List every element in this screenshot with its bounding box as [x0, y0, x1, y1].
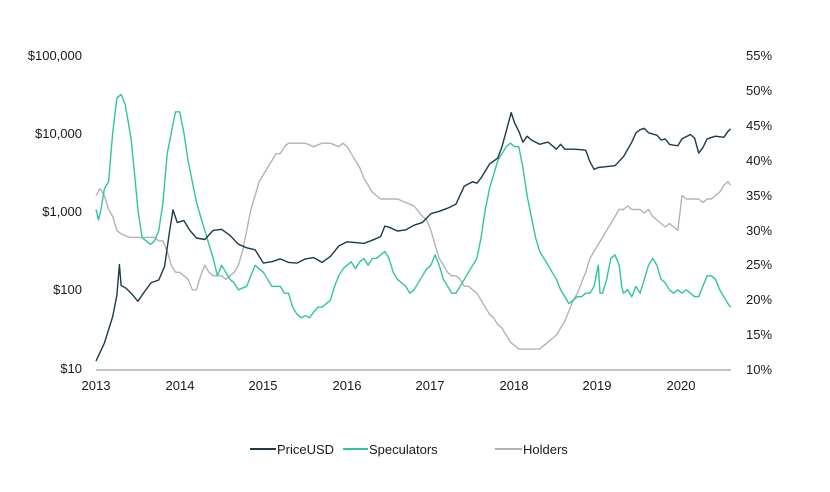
- series-line-holders: [95, 142, 732, 350]
- x-tick: 2014: [166, 378, 195, 393]
- legend-label-priceusd: PriceUSD: [277, 442, 334, 457]
- x-tick: 2018: [500, 378, 529, 393]
- legend-item-speculators: Speculators: [343, 442, 438, 457]
- y-right-tick: 20%: [746, 292, 772, 307]
- y-right-tick: 35%: [746, 188, 772, 203]
- legend-item-priceusd: PriceUSD: [250, 442, 334, 457]
- y-right-tick: 50%: [746, 83, 772, 98]
- y-right-tick: 25%: [746, 257, 772, 272]
- y-left-tick: $10: [60, 361, 82, 376]
- left-axis-ticks: $100,000 $10,000 $1,000 $100 $10: [28, 48, 82, 376]
- x-tick: 2013: [82, 378, 111, 393]
- y-right-tick: 55%: [746, 48, 772, 63]
- y-right-tick: 10%: [746, 362, 772, 377]
- legend: PriceUSD Speculators Holders: [250, 442, 568, 457]
- series-line-speculators: [95, 93, 732, 319]
- right-axis-ticks: 55% 50% 45% 40% 35% 30% 25% 20% 15% 10%: [746, 48, 772, 377]
- y-left-tick: $100: [53, 282, 82, 297]
- x-tick: 2015: [249, 378, 278, 393]
- legend-label-speculators: Speculators: [369, 442, 438, 457]
- x-tick: 2017: [416, 378, 445, 393]
- y-left-tick: $10,000: [35, 126, 82, 141]
- x-tick: 2019: [583, 378, 612, 393]
- x-tick: 2020: [667, 378, 696, 393]
- y-right-tick: 30%: [746, 223, 772, 238]
- legend-label-holders: Holders: [523, 442, 568, 457]
- x-tick: 2016: [333, 378, 362, 393]
- y-right-tick: 40%: [746, 153, 772, 168]
- y-right-tick: 15%: [746, 327, 772, 342]
- legend-item-holders: Holders: [495, 442, 568, 457]
- x-axis-ticks: 2013 2014 2015 2016 2017 2018 2019 2020: [82, 378, 696, 393]
- series-line-priceusd: [95, 111, 732, 362]
- y-left-tick: $100,000: [28, 48, 82, 63]
- y-right-tick: 45%: [746, 118, 772, 133]
- plot-lines: [95, 93, 732, 362]
- y-left-tick: $1,000: [42, 204, 82, 219]
